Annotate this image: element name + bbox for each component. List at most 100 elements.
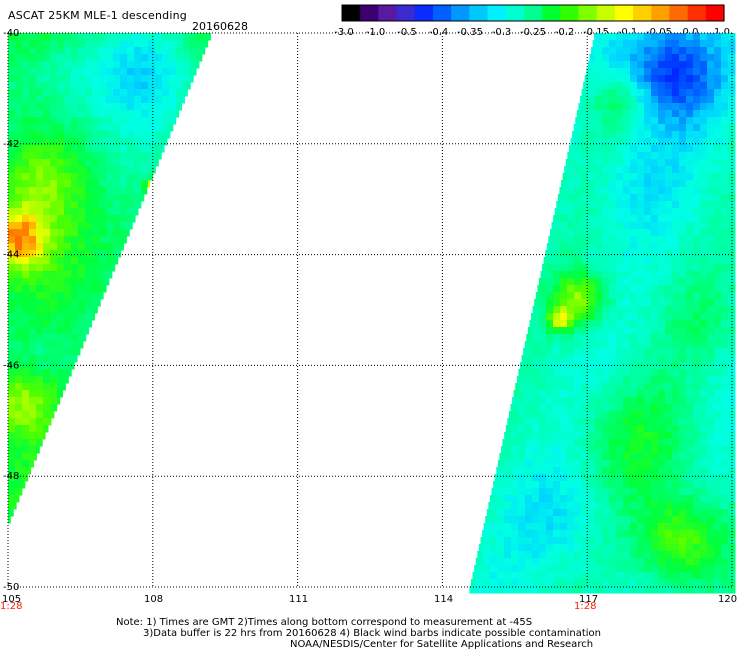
data-cell <box>707 208 715 216</box>
data-cell <box>693 509 701 517</box>
data-cell <box>71 215 79 223</box>
data-cell <box>8 222 16 230</box>
data-cell <box>148 40 156 48</box>
data-cell <box>623 243 631 251</box>
data-cell <box>623 110 631 118</box>
data-cell <box>623 208 631 216</box>
data-cell <box>644 166 652 174</box>
data-cell <box>518 488 526 496</box>
data-cell <box>630 586 638 594</box>
data-cell <box>36 124 44 132</box>
data-cell <box>113 166 121 174</box>
data-cell <box>728 257 736 265</box>
data-cell <box>22 264 30 272</box>
data-cell <box>581 397 589 405</box>
data-cell <box>637 173 645 181</box>
data-cell <box>539 390 547 398</box>
data-cell <box>546 376 554 384</box>
data-cell <box>602 530 610 538</box>
data-cell <box>609 264 617 272</box>
data-cell <box>15 173 23 181</box>
data-cell <box>651 306 659 314</box>
data-cell <box>134 152 142 160</box>
data-cell <box>553 306 561 314</box>
data-cell <box>679 348 687 356</box>
data-cell <box>85 61 93 69</box>
data-cell <box>36 327 44 335</box>
data-cell <box>616 236 624 244</box>
data-cell <box>113 187 121 195</box>
data-cell <box>525 537 533 545</box>
data-cell <box>50 404 58 412</box>
data-cell <box>693 103 701 111</box>
data-cell <box>721 103 729 111</box>
data-cell <box>567 250 575 258</box>
data-cell <box>50 292 58 300</box>
data-cell <box>113 229 121 237</box>
data-cell <box>560 208 568 216</box>
data-cell <box>707 383 715 391</box>
data-cell <box>707 446 715 454</box>
data-cell <box>581 124 589 132</box>
data-cell <box>644 474 652 482</box>
data-cell <box>637 348 645 356</box>
data-cell <box>602 411 610 419</box>
data-cell <box>22 320 30 328</box>
data-cell <box>658 383 666 391</box>
lat-label: -48 <box>3 471 19 482</box>
data-cell <box>92 257 100 265</box>
data-cell <box>644 194 652 202</box>
data-cell <box>64 166 72 174</box>
data-cell <box>609 124 617 132</box>
data-cell <box>588 341 596 349</box>
data-cell <box>616 229 624 237</box>
data-cell <box>539 348 547 356</box>
data-cell <box>141 194 145 202</box>
data-cell <box>141 110 149 118</box>
data-cell <box>15 348 23 356</box>
data-cell <box>623 222 631 230</box>
data-cell <box>637 117 645 125</box>
data-cell <box>728 250 736 258</box>
lat-label: -44 <box>3 250 19 261</box>
data-cell <box>686 96 694 104</box>
data-cell <box>120 54 128 62</box>
data-cell <box>595 334 603 342</box>
data-cell <box>148 61 156 69</box>
data-cell <box>686 432 694 440</box>
data-cell <box>567 285 575 293</box>
data-cell <box>672 558 680 566</box>
data-cell <box>616 502 624 510</box>
data-cell <box>64 47 72 55</box>
data-cell <box>630 558 638 566</box>
data-cell <box>57 159 65 167</box>
data-cell <box>616 54 624 62</box>
data-cell <box>176 89 184 97</box>
data-cell <box>15 110 23 118</box>
data-cell <box>22 61 30 69</box>
data-cell <box>616 348 624 356</box>
data-cell <box>679 33 687 41</box>
data-cell <box>120 145 128 153</box>
data-cell <box>609 544 617 552</box>
data-cell <box>57 306 65 314</box>
data-cell <box>50 187 58 195</box>
data-cell <box>651 579 659 587</box>
data-cell <box>637 327 645 335</box>
data-cell <box>525 383 533 391</box>
data-cell <box>679 201 687 209</box>
data-cell <box>686 320 694 328</box>
data-cell <box>714 418 722 426</box>
data-cell <box>679 243 687 251</box>
data-cell <box>29 152 37 160</box>
data-cell <box>527 327 533 335</box>
data-cell <box>78 285 86 293</box>
data-cell <box>29 96 37 104</box>
colorbar-swatch <box>378 5 398 21</box>
data-cell <box>85 327 90 335</box>
data-cell <box>43 271 51 279</box>
data-cell <box>15 229 23 237</box>
data-cell <box>609 425 617 433</box>
data-cell <box>714 47 722 55</box>
data-cell <box>679 152 687 160</box>
